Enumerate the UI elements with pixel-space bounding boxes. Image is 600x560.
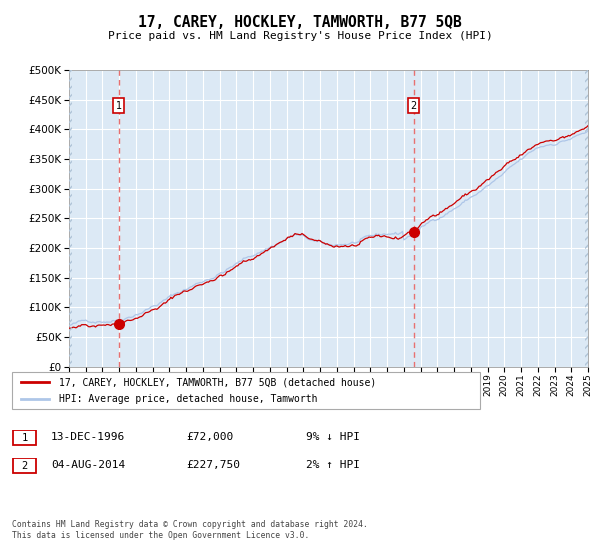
Text: 2: 2 xyxy=(22,461,28,471)
Text: 13-DEC-1996: 13-DEC-1996 xyxy=(51,432,125,442)
Text: 1: 1 xyxy=(115,101,122,111)
Text: £227,750: £227,750 xyxy=(186,460,240,470)
Bar xyxy=(69,70,72,367)
Text: HPI: Average price, detached house, Tamworth: HPI: Average price, detached house, Tamw… xyxy=(59,394,317,404)
Bar xyxy=(585,70,588,367)
Text: 2% ↑ HPI: 2% ↑ HPI xyxy=(306,460,360,470)
Text: 9% ↓ HPI: 9% ↓ HPI xyxy=(306,432,360,442)
Text: £72,000: £72,000 xyxy=(186,432,233,442)
FancyBboxPatch shape xyxy=(13,430,36,446)
Text: 2: 2 xyxy=(410,101,417,111)
Text: 17, CAREY, HOCKLEY, TAMWORTH, B77 5QB: 17, CAREY, HOCKLEY, TAMWORTH, B77 5QB xyxy=(138,15,462,30)
Text: 17, CAREY, HOCKLEY, TAMWORTH, B77 5QB (detached house): 17, CAREY, HOCKLEY, TAMWORTH, B77 5QB (d… xyxy=(59,377,376,387)
Text: Contains HM Land Registry data © Crown copyright and database right 2024.: Contains HM Land Registry data © Crown c… xyxy=(12,520,368,529)
Text: 1: 1 xyxy=(22,433,28,443)
FancyBboxPatch shape xyxy=(12,372,480,409)
Text: Price paid vs. HM Land Registry's House Price Index (HPI): Price paid vs. HM Land Registry's House … xyxy=(107,31,493,41)
Text: This data is licensed under the Open Government Licence v3.0.: This data is licensed under the Open Gov… xyxy=(12,531,310,540)
Text: 04-AUG-2014: 04-AUG-2014 xyxy=(51,460,125,470)
FancyBboxPatch shape xyxy=(13,458,36,473)
